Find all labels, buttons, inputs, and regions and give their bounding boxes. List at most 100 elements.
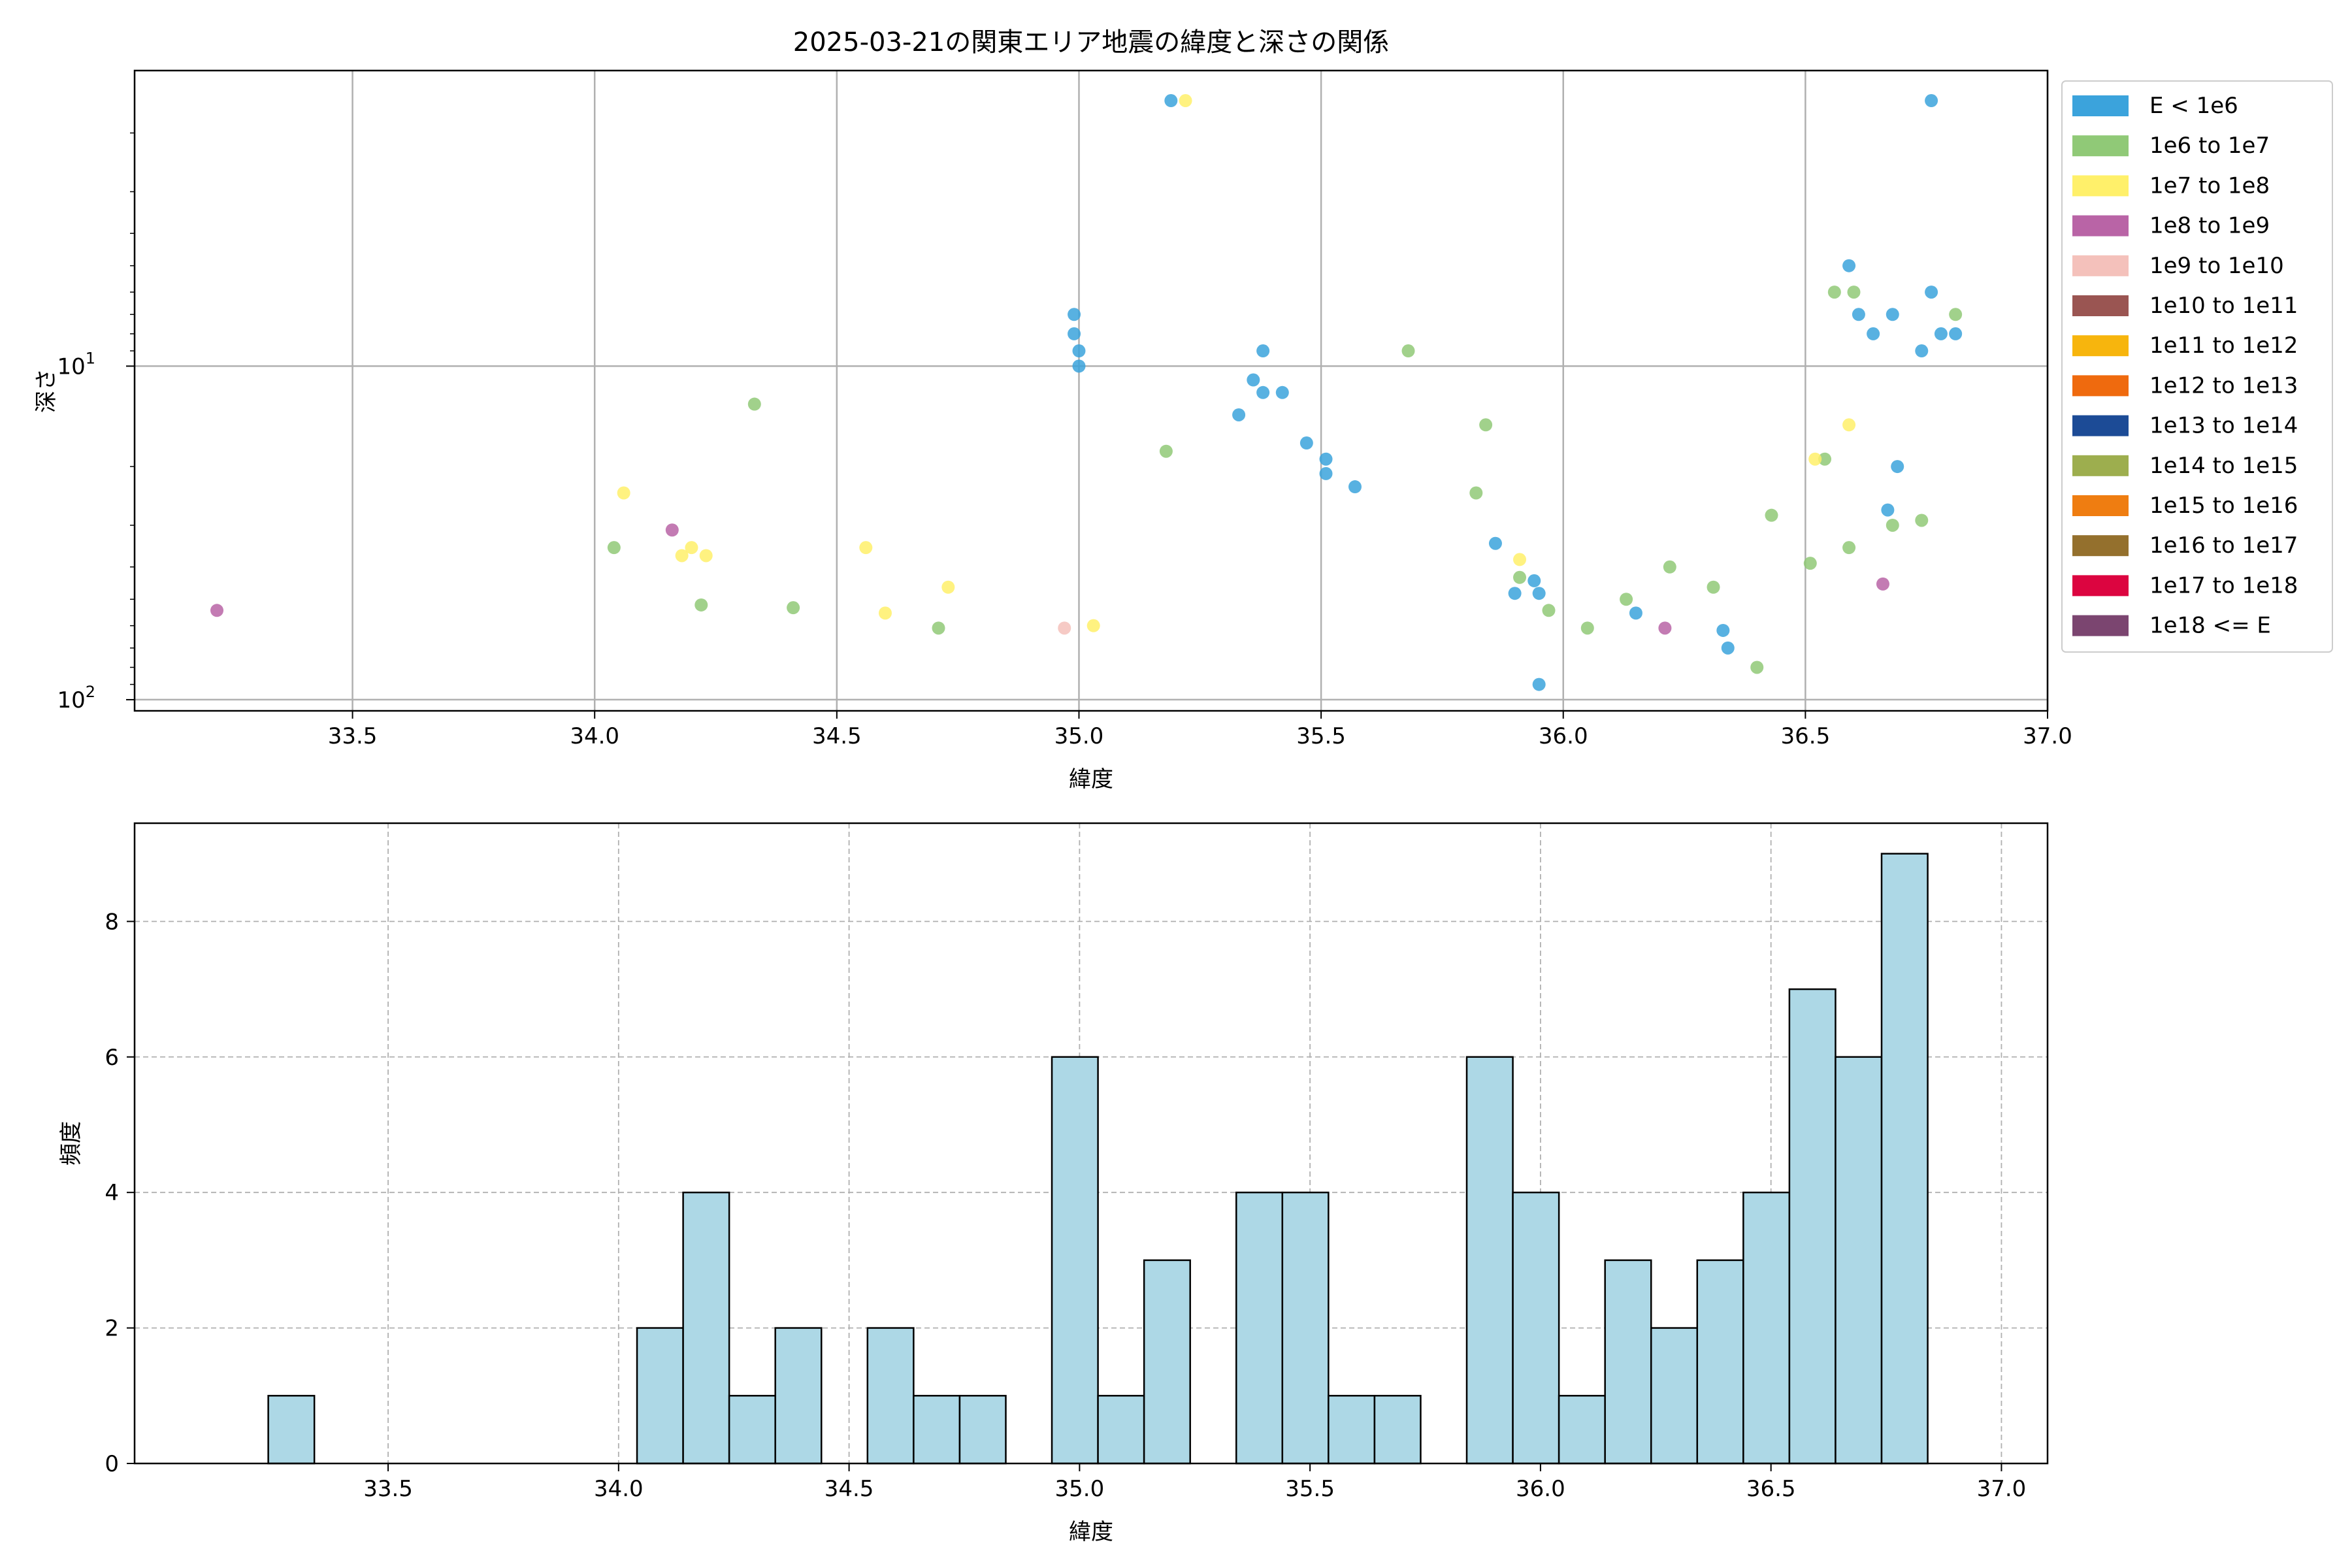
scatter-point [1765, 508, 1778, 522]
histogram-bar [1650, 1327, 1699, 1465]
histogram-bar [958, 1395, 1007, 1465]
scatter-point [1275, 385, 1289, 399]
scatter-point [1532, 678, 1546, 691]
scatter-y-tick-base: 10 [57, 687, 85, 713]
histogram-bar [1281, 1191, 1330, 1465]
histogram-bar [636, 1327, 684, 1465]
scatter-point [1827, 286, 1841, 299]
scatter-x-tick-label: 36.0 [1539, 723, 1588, 749]
scatter-point [1852, 308, 1865, 321]
scatter-point [1949, 327, 1963, 340]
legend-swatch [2072, 575, 2129, 596]
scatter-y-tick-exponent: 2 [86, 683, 95, 701]
scatter-point [1716, 623, 1730, 637]
histogram-x-tick-label: 34.0 [594, 1476, 644, 1502]
scatter-point [1818, 452, 1832, 466]
legend-items: E < 1e6 1e6 to 1e7 1e7 to 1e8 1e8 to 1e9 1e9… [2072, 93, 2298, 639]
histogram-bar [913, 1395, 961, 1465]
scatter-point [1513, 553, 1527, 566]
scatter-point [1842, 541, 1856, 555]
scatter-point [1750, 661, 1764, 674]
legend-label: 1e11 to 1e12 [2149, 333, 2298, 359]
scatter-point [685, 541, 698, 555]
scatter-x-tick-label: 33.5 [328, 723, 378, 749]
legend-label: 1e8 to 1e9 [2149, 213, 2270, 239]
legend-box [2061, 80, 2333, 653]
histogram-bar [1880, 853, 1929, 1465]
scatter-point [699, 549, 713, 563]
histogram-bars [267, 853, 1929, 1465]
scatter-point [1658, 621, 1672, 635]
legend-swatch [2072, 295, 2129, 316]
scatter-point [1164, 94, 1178, 108]
scatter-x-tick-label: 37.0 [2023, 723, 2072, 749]
histogram-bar [682, 1191, 730, 1465]
scatter-point [1949, 308, 1963, 321]
scatter-point [1891, 460, 1904, 474]
scatter-x-tick-label: 35.5 [1296, 723, 1346, 749]
histogram-bar [1742, 1191, 1791, 1465]
legend-label: 1e15 to 1e16 [2149, 493, 2298, 519]
scatter-point [1299, 436, 1313, 450]
scatter-point [1867, 327, 1880, 340]
legend-swatch [2072, 375, 2129, 397]
legend-swatch [2072, 175, 2129, 197]
scatter-point [859, 541, 873, 555]
scatter-point [1925, 94, 1938, 108]
histogram-plot-frame [133, 822, 2049, 1465]
histogram-x-tick-label: 36.5 [1746, 1476, 1796, 1502]
histogram-bar [1696, 1259, 1744, 1465]
legend-label: E < 1e6 [2149, 93, 2238, 119]
scatter-point [1925, 286, 1938, 299]
legend-label: 1e14 to 1e15 [2149, 453, 2298, 479]
scatter-point [1068, 327, 1081, 340]
legend-label: 1e16 to 1e17 [2149, 532, 2298, 559]
legend-label: 1e7 to 1e8 [2149, 172, 2270, 199]
histogram-y-tick-label: 6 [105, 1045, 119, 1071]
scatter-point [1086, 619, 1100, 632]
histogram-x-tick-label: 34.5 [825, 1476, 874, 1502]
scatter-point [665, 523, 679, 537]
legend-swatch [2072, 335, 2129, 357]
legend-label: 1e13 to 1e14 [2149, 413, 2298, 439]
histogram-y-tick-label: 0 [105, 1451, 119, 1477]
scatter-plot-frame [133, 69, 2049, 712]
scatter-plot: 33.5 34.0 34.5 35.0 35.5 36.0 36.5 37.0 101102 … [33, 69, 2072, 792]
scatter-point [878, 606, 892, 620]
legend-swatch [2072, 215, 2129, 237]
histogram-y-tick-label: 8 [105, 909, 119, 935]
scatter-point [1532, 587, 1546, 600]
scatter-x-tick-label: 36.5 [1781, 723, 1831, 749]
histogram-bar [774, 1327, 823, 1465]
scatter-x-tick-label: 34.5 [812, 723, 862, 749]
scatter-point [675, 549, 689, 563]
scatter-point [1663, 560, 1676, 574]
histogram-bar [866, 1327, 915, 1465]
legend-swatch [2072, 415, 2129, 436]
scatter-point [1842, 259, 1856, 272]
histogram-x-tick-label: 35.5 [1285, 1476, 1335, 1502]
histogram-bar [1235, 1191, 1284, 1465]
scatter-point [1803, 557, 1817, 570]
legend-label: 1e12 to 1e13 [2149, 372, 2298, 399]
legend-swatch [2072, 95, 2129, 116]
scatter-point [1469, 486, 1483, 500]
scatter-point [210, 604, 224, 617]
histogram-y-axis: 0 2 4 6 8 [105, 909, 135, 1477]
scatter-points [210, 94, 1963, 691]
scatter-point [1881, 503, 1895, 517]
scatter-point [1479, 418, 1493, 432]
scatter-x-axis: 33.5 34.0 34.5 35.0 35.5 36.0 36.5 37.0 [328, 711, 2072, 749]
histogram-bar [1512, 1191, 1560, 1465]
scatter-point [617, 486, 630, 500]
scatter-point [941, 580, 955, 594]
scatter-point [1876, 577, 1889, 591]
scatter-point [1319, 466, 1333, 480]
scatter-point [1319, 452, 1333, 466]
scatter-y-tick-exponent: 1 [86, 349, 95, 367]
scatter-point [1348, 480, 1362, 494]
histogram-x-tick-label: 35.0 [1055, 1476, 1105, 1502]
scatter-point [1721, 641, 1735, 655]
scatter-point [607, 541, 621, 555]
scatter-y-axis-label: 深さ [33, 368, 59, 413]
